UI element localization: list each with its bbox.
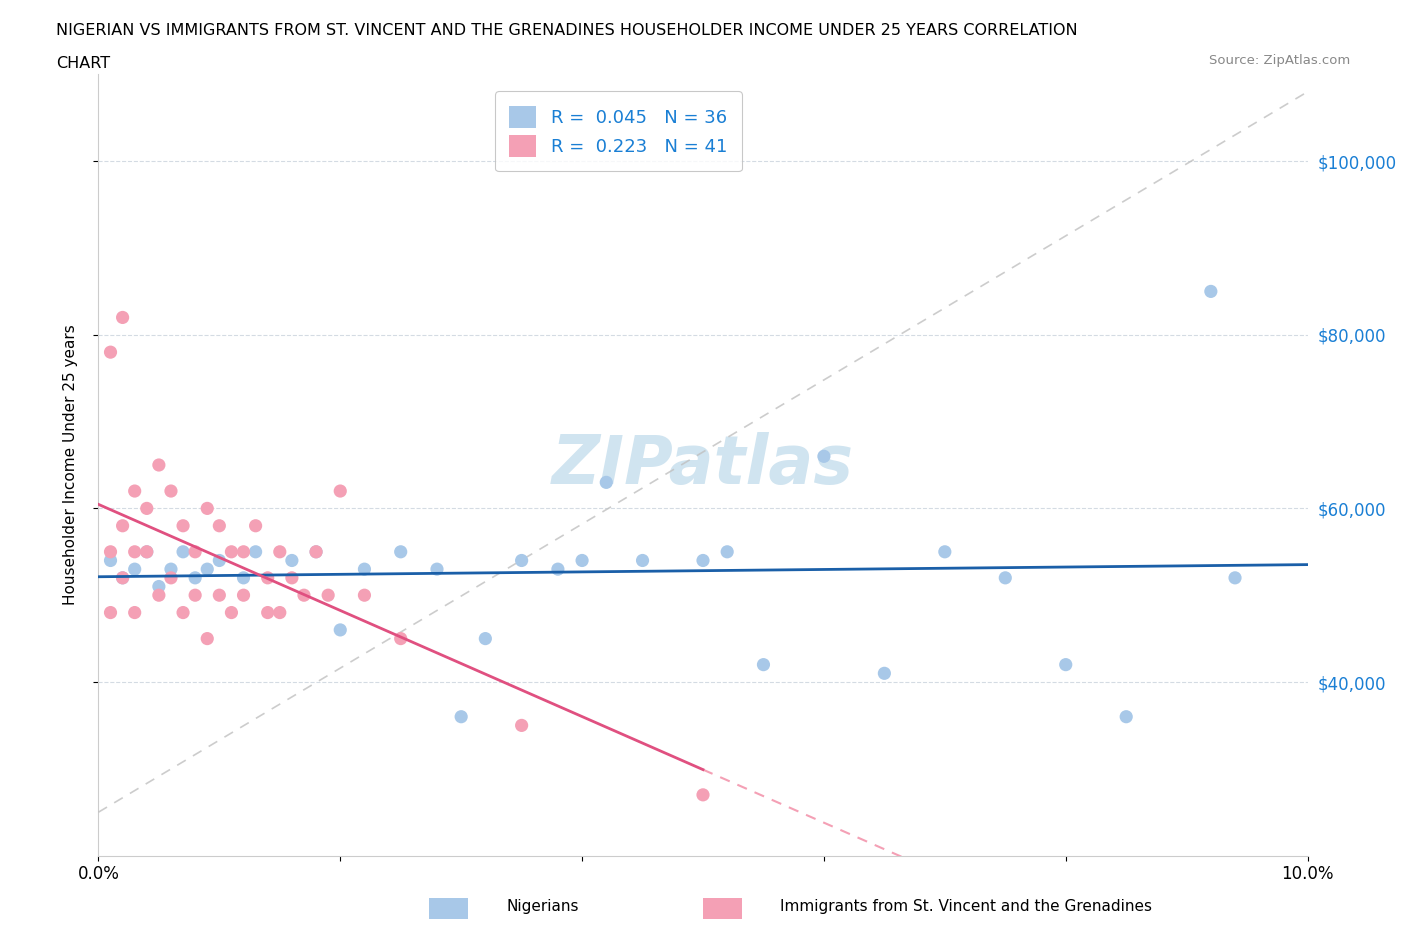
Point bbox=[813, 449, 835, 464]
Point bbox=[510, 553, 533, 568]
Point bbox=[172, 605, 194, 620]
Point bbox=[305, 544, 328, 559]
Point bbox=[111, 570, 134, 585]
Point bbox=[195, 631, 218, 646]
Point bbox=[148, 588, 170, 603]
Point bbox=[1223, 570, 1246, 585]
Point bbox=[716, 544, 738, 559]
Point bbox=[1199, 284, 1222, 299]
Y-axis label: Householder Income Under 25 years: Householder Income Under 25 years bbox=[63, 325, 77, 605]
Point bbox=[111, 570, 134, 585]
Point bbox=[232, 544, 254, 559]
Point bbox=[269, 544, 291, 559]
Point bbox=[100, 553, 122, 568]
Text: Nigerians: Nigerians bbox=[506, 899, 579, 914]
Point bbox=[292, 588, 315, 603]
Point bbox=[208, 553, 231, 568]
Text: Source: ZipAtlas.com: Source: ZipAtlas.com bbox=[1209, 54, 1350, 67]
Point bbox=[752, 658, 775, 672]
Point bbox=[450, 710, 472, 724]
Point bbox=[994, 570, 1017, 585]
Point bbox=[221, 605, 243, 620]
Point bbox=[100, 605, 122, 620]
Point bbox=[389, 544, 412, 559]
Point bbox=[221, 544, 243, 559]
Point bbox=[873, 666, 896, 681]
Text: ZIPatlas: ZIPatlas bbox=[553, 432, 853, 498]
Point bbox=[595, 475, 617, 490]
Point bbox=[232, 570, 254, 585]
Point bbox=[329, 622, 352, 637]
Point bbox=[547, 562, 569, 577]
Point bbox=[692, 788, 714, 803]
Point bbox=[256, 570, 278, 585]
Point bbox=[111, 310, 134, 325]
Point bbox=[100, 345, 122, 360]
Point bbox=[245, 518, 267, 533]
Point bbox=[124, 484, 146, 498]
Point bbox=[195, 501, 218, 516]
Legend: R =  0.045   N = 36, R =  0.223   N = 41: R = 0.045 N = 36, R = 0.223 N = 41 bbox=[495, 91, 742, 171]
Point bbox=[474, 631, 496, 646]
Point bbox=[160, 562, 183, 577]
Point bbox=[148, 458, 170, 472]
Point bbox=[160, 484, 183, 498]
Point bbox=[389, 631, 412, 646]
Point bbox=[353, 562, 375, 577]
Point bbox=[184, 570, 207, 585]
Point bbox=[208, 518, 231, 533]
Point bbox=[124, 605, 146, 620]
Point bbox=[160, 570, 183, 585]
Text: Immigrants from St. Vincent and the Grenadines: Immigrants from St. Vincent and the Gren… bbox=[780, 899, 1153, 914]
Point bbox=[172, 544, 194, 559]
Text: NIGERIAN VS IMMIGRANTS FROM ST. VINCENT AND THE GRENADINES HOUSEHOLDER INCOME UN: NIGERIAN VS IMMIGRANTS FROM ST. VINCENT … bbox=[56, 23, 1078, 38]
Point bbox=[148, 579, 170, 594]
Point bbox=[184, 544, 207, 559]
Point bbox=[1054, 658, 1077, 672]
Point bbox=[329, 484, 352, 498]
Point bbox=[135, 501, 157, 516]
Point bbox=[124, 562, 146, 577]
Point bbox=[353, 588, 375, 603]
Point bbox=[934, 544, 956, 559]
Point bbox=[172, 518, 194, 533]
Text: CHART: CHART bbox=[56, 56, 110, 71]
Point bbox=[510, 718, 533, 733]
Point bbox=[305, 544, 328, 559]
Point bbox=[281, 553, 304, 568]
Point bbox=[184, 588, 207, 603]
Point bbox=[135, 544, 157, 559]
Point bbox=[245, 544, 267, 559]
Point bbox=[111, 518, 134, 533]
Point bbox=[195, 562, 218, 577]
Point bbox=[124, 544, 146, 559]
Point bbox=[426, 562, 449, 577]
Point bbox=[571, 553, 593, 568]
Point bbox=[631, 553, 654, 568]
Point bbox=[281, 570, 304, 585]
Point bbox=[232, 588, 254, 603]
Point bbox=[269, 605, 291, 620]
Point bbox=[692, 553, 714, 568]
Point bbox=[256, 605, 278, 620]
Point bbox=[135, 544, 157, 559]
Point bbox=[1115, 710, 1137, 724]
Point bbox=[100, 544, 122, 559]
Point bbox=[208, 588, 231, 603]
Point bbox=[316, 588, 339, 603]
